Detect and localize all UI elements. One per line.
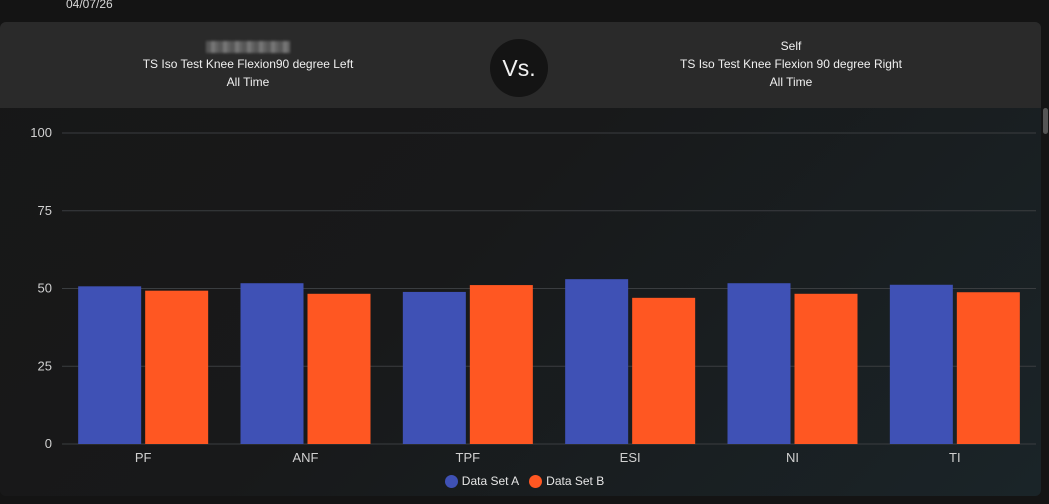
x-tick-label: ANF: [293, 450, 319, 465]
x-tick-label: TI: [949, 450, 961, 465]
y-tick-label: 50: [38, 281, 52, 296]
vs-badge: Vs.: [490, 39, 548, 97]
bar-series-a-anf[interactable]: [240, 283, 304, 444]
bar-series-b-ni[interactable]: [794, 293, 858, 444]
bar-series-b-esi[interactable]: [632, 297, 696, 444]
date-label: 04/07/26: [66, 0, 113, 11]
scrollbar-thumb[interactable]: [1043, 108, 1048, 134]
legend-item-series-b[interactable]: Data Set B: [529, 474, 604, 488]
legend-label-series-b: Data Set B: [546, 474, 605, 488]
comparison-header: TS Iso Test Knee Flexion90 degree Left A…: [0, 22, 1041, 108]
bar-series-a-ni[interactable]: [727, 283, 791, 444]
y-tick-label: 75: [38, 203, 52, 218]
bar-series-a-ti[interactable]: [889, 284, 953, 444]
bar-series-a-pf[interactable]: [78, 286, 142, 444]
right-test-name: TS Iso Test Knee Flexion 90 degree Right: [680, 57, 902, 71]
left-period: All Time: [226, 75, 270, 89]
bar-series-a-esi[interactable]: [565, 279, 629, 444]
right-subject: Self TS Iso Test Knee Flexion 90 degree …: [640, 37, 942, 91]
x-tick-label: ESI: [620, 450, 641, 465]
right-subject-name: Self: [780, 39, 802, 53]
x-tick-label: PF: [135, 450, 152, 465]
left-test-name: TS Iso Test Knee Flexion90 degree Left: [142, 57, 354, 71]
legend-swatch-series-a: [444, 474, 458, 488]
left-subject: TS Iso Test Knee Flexion90 degree Left A…: [100, 37, 396, 91]
bar-series-b-tpf[interactable]: [469, 285, 533, 444]
x-tick-label: TPF: [456, 450, 481, 465]
bar-series-a-tpf[interactable]: [402, 291, 466, 444]
y-tick-label: 100: [30, 125, 52, 140]
legend-item-series-a[interactable]: Data Set A: [444, 474, 520, 488]
chart-legend: Data Set A Data Set B: [0, 474, 1049, 488]
y-tick-label: 25: [38, 358, 52, 373]
legend-label-series-a: Data Set A: [461, 474, 520, 488]
x-tick-label: NI: [786, 450, 799, 465]
bar-series-b-pf[interactable]: [145, 290, 209, 444]
redacted-name: [206, 40, 290, 53]
bar-series-b-anf[interactable]: [307, 293, 371, 444]
right-period: All Time: [769, 75, 813, 89]
bar-series-b-ti[interactable]: [956, 292, 1020, 444]
legend-swatch-series-b: [529, 474, 543, 488]
y-tick-label: 0: [45, 436, 52, 451]
